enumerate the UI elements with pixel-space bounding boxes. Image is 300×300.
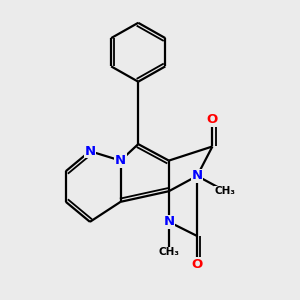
Text: N: N bbox=[84, 145, 95, 158]
Text: CH₃: CH₃ bbox=[215, 186, 236, 196]
Text: N: N bbox=[163, 215, 174, 228]
Text: N: N bbox=[115, 154, 126, 167]
Text: O: O bbox=[207, 113, 218, 126]
Text: N: N bbox=[191, 169, 203, 182]
Text: O: O bbox=[191, 258, 203, 271]
Text: CH₃: CH₃ bbox=[158, 248, 179, 257]
